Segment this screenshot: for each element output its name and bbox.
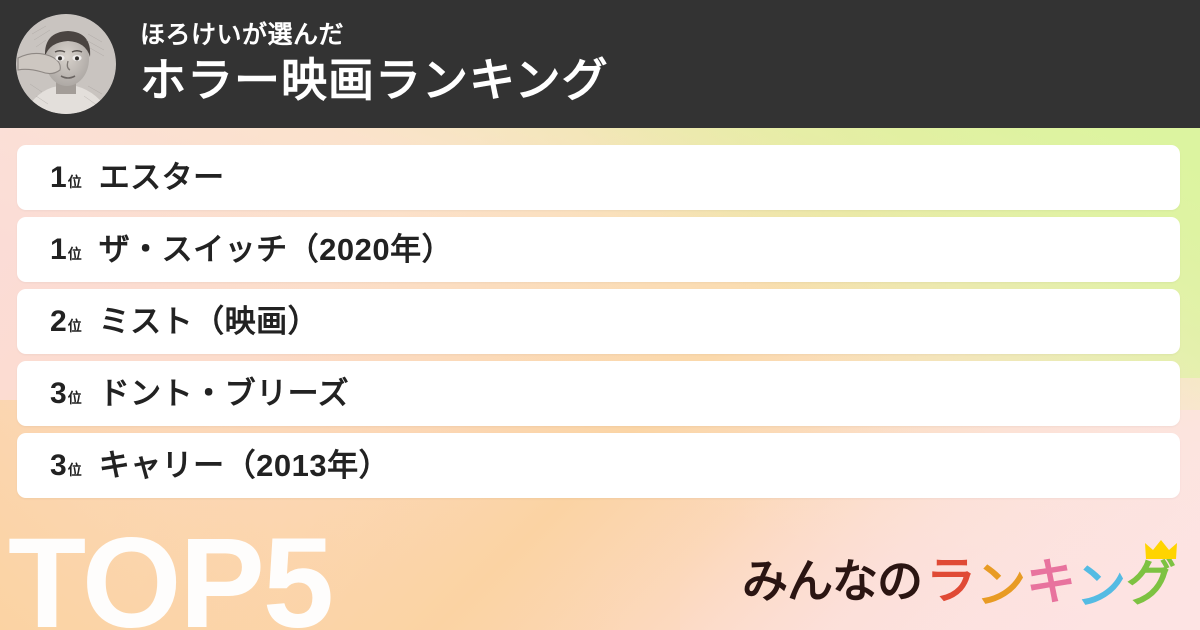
list-item[interactable]: 1 位 ザ・スイッチ（2020年） (17, 217, 1180, 282)
rank-number: 1 (50, 160, 67, 194)
rank-unit: 位 (67, 389, 82, 406)
item-title: ドント・ブリーズ (98, 376, 350, 411)
rank-unit: 位 (67, 173, 82, 190)
list-item[interactable]: 1 位 エスター (17, 145, 1180, 210)
item-title: ザ・スイッチ（2020年） (98, 232, 454, 267)
brand-char-ra: ラ (926, 553, 976, 609)
page-title: ホラー映画ランキング (140, 53, 609, 106)
brand-logo: みんなの ラ ン キ ン グ (742, 540, 1177, 614)
rank-number: 3 (50, 448, 67, 482)
brand-char-ki: キ (1026, 554, 1076, 610)
header-text-block: ほろけいが選んだ ホラー映画ランキング (140, 22, 609, 105)
item-title: エスター (98, 160, 225, 195)
rank-number: 1 (50, 232, 67, 266)
rank-unit: 位 (67, 245, 82, 262)
brand-char-n1: ン (976, 557, 1026, 613)
rank-badge: 1 位 (50, 232, 82, 266)
header-bar: ほろけいが選んだ ホラー映画ランキング (0, 0, 1200, 128)
list-item[interactable]: 3 位 ドント・ブリーズ (17, 361, 1180, 426)
item-title: ミスト（映画） (98, 304, 320, 339)
rank-badge: 2 位 (50, 304, 82, 338)
rank-number: 3 (50, 376, 67, 410)
rank-badge: 3 位 (50, 376, 82, 410)
brand-char-n2: ン (1076, 558, 1126, 614)
list-item[interactable]: 2 位 ミスト（映画） (17, 289, 1180, 354)
avatar-sketch-icon (16, 14, 116, 114)
ranking-list: 1 位 エスター 1 位 ザ・スイッチ（2020年） 2 位 ミスト（映画） 3… (17, 145, 1180, 505)
brand-logo-word: ラ ン キ ン グ (926, 540, 1177, 614)
brand-logo-kana: みんなの (742, 555, 923, 607)
item-title: キャリー（2013年） (98, 448, 391, 483)
rank-badge: 1 位 (50, 160, 82, 194)
rank-unit: 位 (67, 461, 82, 478)
brand-char-gu: グ (1126, 555, 1176, 611)
rank-number: 2 (50, 304, 67, 338)
top5-label: TOP5 (8, 512, 334, 630)
rank-badge: 3 位 (50, 448, 82, 482)
crown-icon (1145, 540, 1177, 559)
header-subtitle: ほろけいが選んだ (140, 21, 345, 50)
rank-unit: 位 (67, 317, 82, 334)
avatar (16, 14, 116, 114)
list-item[interactable]: 3 位 キャリー（2013年） (17, 433, 1180, 498)
